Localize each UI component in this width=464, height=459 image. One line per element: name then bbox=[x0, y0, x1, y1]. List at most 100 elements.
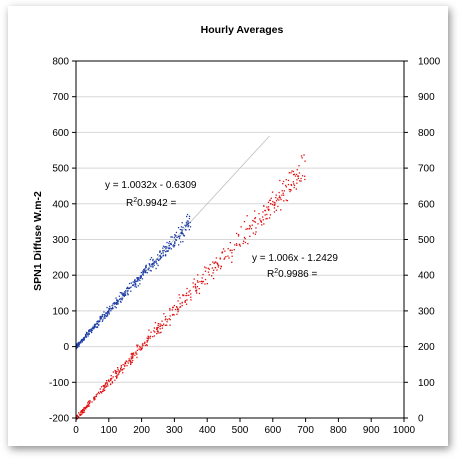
data-point-series-2 bbox=[133, 352, 135, 354]
data-point-series-2 bbox=[236, 244, 238, 246]
y2-tick-label: 100 bbox=[418, 378, 435, 389]
r-squared-1: R20.9942 = bbox=[126, 197, 177, 209]
data-point-series-2 bbox=[262, 216, 264, 218]
data-point-series-2 bbox=[150, 331, 152, 333]
data-point-series-1 bbox=[155, 261, 157, 264]
data-point-series-1 bbox=[85, 331, 88, 334]
data-point-series-1 bbox=[174, 234, 176, 236]
data-point-series-2 bbox=[154, 331, 156, 333]
data-point-series-2 bbox=[91, 401, 93, 403]
data-point-series-1 bbox=[186, 215, 188, 218]
data-point-series-2 bbox=[297, 177, 299, 179]
data-point-series-2 bbox=[291, 170, 293, 172]
data-point-series-1 bbox=[157, 258, 159, 260]
data-point-series-2 bbox=[88, 404, 90, 406]
data-point-series-2 bbox=[112, 371, 114, 373]
data-point-series-2 bbox=[184, 299, 187, 302]
data-point-series-1 bbox=[76, 343, 78, 345]
data-point-series-2 bbox=[81, 412, 84, 414]
data-point-series-2 bbox=[283, 190, 285, 192]
data-point-series-2 bbox=[139, 345, 141, 348]
data-point-series-1 bbox=[177, 227, 180, 229]
data-point-series-2 bbox=[132, 359, 134, 362]
data-point-series-2 bbox=[264, 214, 266, 216]
data-point-series-1 bbox=[142, 273, 144, 275]
data-point-series-2 bbox=[231, 252, 233, 254]
data-point-series-1 bbox=[85, 334, 87, 336]
data-point-series-2 bbox=[301, 157, 303, 159]
data-point-series-2 bbox=[214, 266, 216, 269]
data-point-series-2 bbox=[296, 182, 298, 184]
data-point-series-1 bbox=[107, 312, 109, 314]
data-point-series-2 bbox=[88, 405, 90, 407]
data-point-series-2 bbox=[144, 342, 146, 345]
data-point-series-2 bbox=[117, 367, 119, 369]
data-point-series-1 bbox=[187, 226, 189, 228]
data-point-series-2 bbox=[190, 296, 192, 298]
data-point-series-2 bbox=[118, 373, 120, 375]
data-point-series-2 bbox=[123, 367, 125, 370]
data-point-series-1 bbox=[83, 337, 85, 339]
data-point-series-2 bbox=[190, 293, 192, 295]
data-point-series-2 bbox=[263, 223, 265, 225]
y2-tick-label: 300 bbox=[418, 306, 435, 317]
data-point-series-2 bbox=[115, 371, 117, 373]
data-point-series-2 bbox=[102, 389, 104, 391]
data-point-series-2 bbox=[300, 177, 302, 180]
data-point-series-2 bbox=[130, 362, 132, 364]
data-point-series-2 bbox=[298, 172, 301, 174]
data-point-series-2 bbox=[106, 383, 109, 385]
data-point-series-1 bbox=[126, 287, 128, 290]
data-point-series-2 bbox=[115, 375, 117, 378]
data-point-series-1 bbox=[88, 330, 90, 333]
data-point-series-2 bbox=[265, 218, 267, 220]
data-point-series-2 bbox=[254, 217, 256, 220]
data-point-series-2 bbox=[144, 344, 146, 347]
data-point-series-2 bbox=[176, 313, 178, 315]
data-point-series-2 bbox=[95, 394, 97, 396]
data-point-series-2 bbox=[285, 186, 287, 188]
data-point-series-2 bbox=[105, 382, 107, 384]
data-point-series-2 bbox=[126, 360, 128, 363]
data-point-series-2 bbox=[234, 244, 236, 246]
data-point-series-2 bbox=[290, 184, 293, 187]
data-point-series-2 bbox=[137, 344, 139, 346]
data-point-series-1 bbox=[179, 235, 181, 237]
data-point-series-1 bbox=[110, 310, 112, 312]
data-point-series-1 bbox=[188, 225, 190, 227]
data-point-series-2 bbox=[87, 401, 90, 403]
data-point-series-2 bbox=[149, 337, 151, 339]
data-point-series-2 bbox=[246, 228, 248, 230]
equation-text-1: y = 1.0032x - 0.6309 bbox=[105, 180, 197, 191]
data-point-series-2 bbox=[282, 192, 284, 194]
data-point-series-2 bbox=[304, 178, 306, 181]
data-point-series-1 bbox=[159, 255, 161, 257]
data-point-series-1 bbox=[152, 263, 154, 265]
data-point-series-1 bbox=[137, 279, 139, 281]
data-point-series-1 bbox=[174, 245, 176, 247]
data-point-series-1 bbox=[156, 263, 158, 265]
data-point-series-2 bbox=[88, 403, 90, 406]
data-point-series-1 bbox=[127, 287, 129, 289]
y-tick-label: 0 bbox=[63, 342, 69, 353]
data-point-series-2 bbox=[75, 415, 78, 417]
data-point-series-2 bbox=[102, 385, 105, 387]
data-point-series-2 bbox=[164, 319, 166, 321]
data-point-series-1 bbox=[175, 231, 178, 234]
data-point-series-1 bbox=[145, 265, 147, 267]
data-point-series-2 bbox=[264, 209, 266, 212]
data-point-series-1 bbox=[182, 233, 184, 235]
data-point-series-2 bbox=[116, 377, 118, 379]
data-point-series-1 bbox=[149, 264, 151, 266]
data-point-series-2 bbox=[233, 249, 235, 251]
data-point-series-1 bbox=[153, 262, 155, 264]
data-point-series-2 bbox=[217, 264, 219, 266]
data-point-series-2 bbox=[255, 231, 257, 233]
data-point-series-1 bbox=[165, 247, 167, 250]
data-point-series-2 bbox=[117, 368, 119, 371]
data-point-series-2 bbox=[239, 245, 241, 247]
data-point-series-1 bbox=[78, 342, 81, 344]
data-point-series-2 bbox=[252, 219, 254, 222]
data-point-series-2 bbox=[287, 179, 290, 182]
data-point-series-2 bbox=[101, 392, 103, 394]
